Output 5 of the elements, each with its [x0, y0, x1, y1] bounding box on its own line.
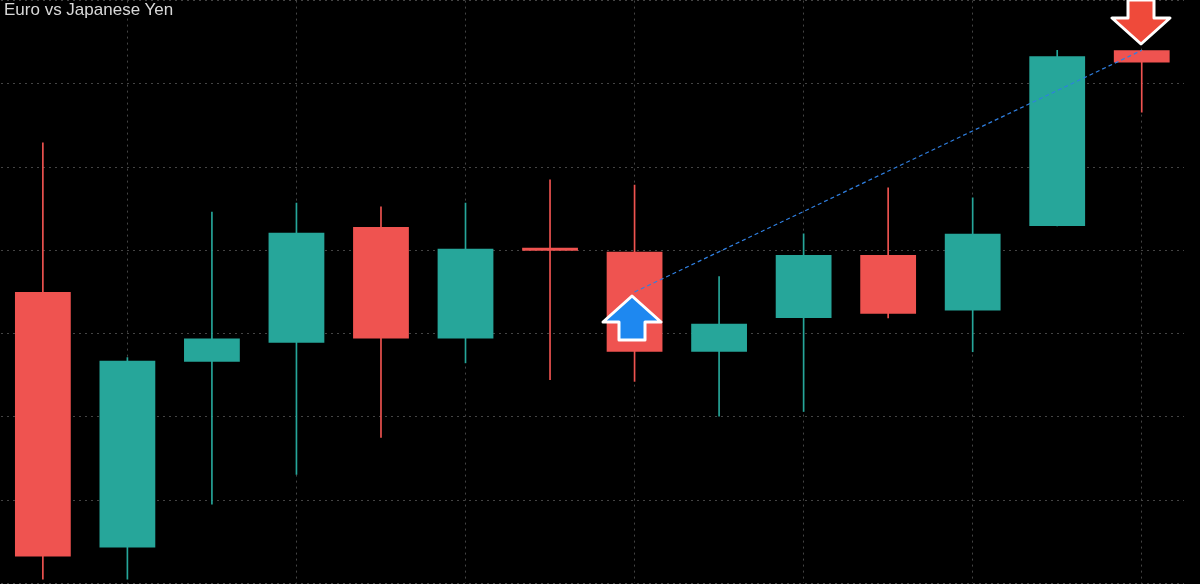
chart-title: Euro vs Japanese Yen — [4, 0, 174, 20]
candlestick — [1113, 49, 1170, 113]
candlestick — [184, 211, 240, 505]
candlestick — [522, 179, 578, 381]
candlestick — [691, 276, 747, 417]
